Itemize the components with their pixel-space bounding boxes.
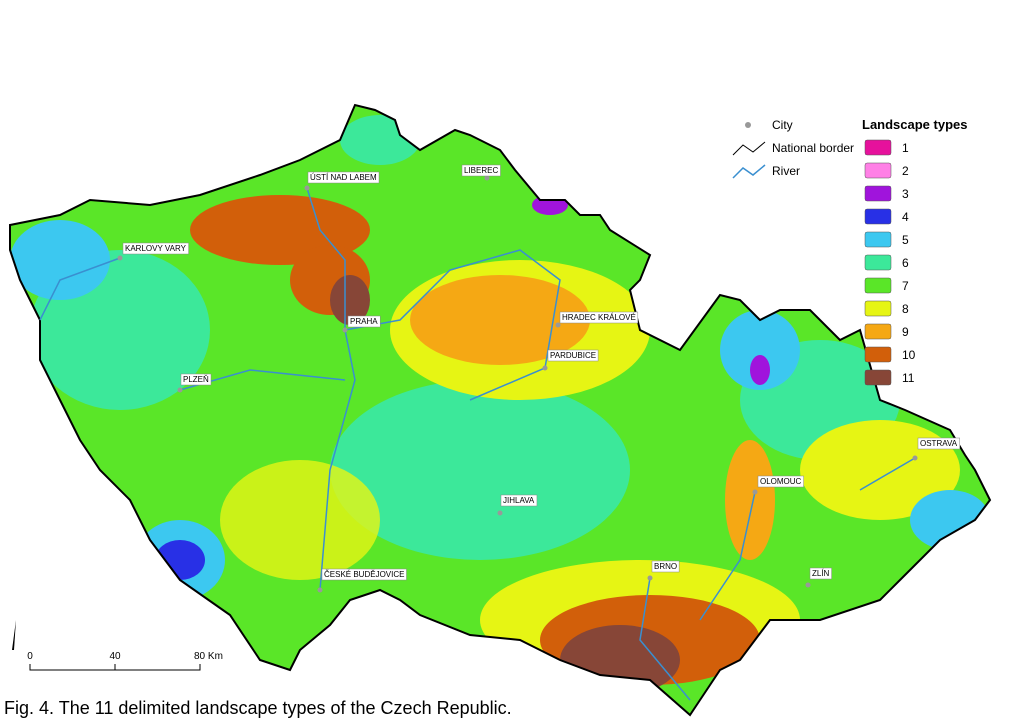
city-label-bg xyxy=(809,567,832,580)
city-label: OSTRAVA xyxy=(920,439,958,448)
city-label: KARLOVY VARY xyxy=(125,244,187,253)
city-label: PLZEŇ xyxy=(183,375,209,384)
legend-label: 7 xyxy=(902,279,909,293)
city-label-bg xyxy=(307,171,380,184)
city-dot xyxy=(177,387,183,393)
legend-label: 1 xyxy=(902,141,909,155)
city-dot xyxy=(912,455,918,461)
legend-label: 4 xyxy=(902,210,909,224)
legend-label: 11 xyxy=(902,371,915,385)
city: PARDUBICE xyxy=(542,349,599,371)
city-dot xyxy=(805,582,811,588)
city: LIBEREC xyxy=(461,164,501,181)
legend-label: 2 xyxy=(902,164,909,178)
legend-label: 5 xyxy=(902,233,909,247)
city-dot xyxy=(542,365,548,371)
city-dot xyxy=(752,489,758,495)
legend-label: 6 xyxy=(902,256,909,270)
scale-label: 0 xyxy=(27,651,33,662)
city-dot xyxy=(647,575,653,581)
legend-label: 3 xyxy=(902,187,909,201)
city-dot xyxy=(497,510,503,516)
legend-swatch xyxy=(864,139,892,156)
city-dot xyxy=(317,587,323,593)
legend-swatch xyxy=(864,369,892,386)
city-label-bg xyxy=(321,568,407,581)
city-label-bg xyxy=(347,315,381,328)
city: PLZEŇ xyxy=(177,373,212,393)
legend-label: 9 xyxy=(902,325,909,339)
legend-swatch xyxy=(864,254,892,271)
city: BRNO xyxy=(647,560,680,581)
city-label: BRNO xyxy=(654,562,677,571)
scale-label: 80 Km xyxy=(194,651,223,662)
border-symbol xyxy=(732,141,766,156)
legend-swatch xyxy=(864,185,892,202)
city: ZLÍN xyxy=(805,567,832,588)
city-label: PRAHA xyxy=(350,317,378,326)
city: ÚSTÍ NAD LABEM xyxy=(304,171,380,191)
city-label: HRADEC KRÁLOVÉ xyxy=(562,313,636,322)
city-label-bg xyxy=(651,560,680,573)
city-dot xyxy=(555,322,561,328)
city: KARLOVY VARY xyxy=(117,242,189,261)
river-symbol xyxy=(732,164,766,179)
city-dot xyxy=(484,175,490,181)
city-label-bg xyxy=(547,349,599,362)
city: OSTRAVA xyxy=(912,437,960,461)
city: OLOMOUC xyxy=(752,475,804,495)
city-label: OLOMOUC xyxy=(760,477,802,486)
symbol-legend: City National border River xyxy=(732,118,854,179)
city: ČESKÉ BUDĚJOVICE xyxy=(317,568,407,593)
legend-label: River xyxy=(772,164,800,178)
legend-label: 10 xyxy=(902,348,916,362)
city-label: LIBEREC xyxy=(464,166,498,175)
city-dot xyxy=(117,255,123,261)
legend-title: Landscape types xyxy=(862,117,968,132)
city-label-bg xyxy=(122,242,189,255)
city-label-bg xyxy=(917,437,960,450)
legend-swatch xyxy=(864,323,892,340)
city-symbol xyxy=(745,122,751,128)
city-label-bg xyxy=(757,475,804,488)
legend-swatch xyxy=(864,300,892,317)
city-dot xyxy=(342,327,348,333)
legend-swatch xyxy=(864,277,892,294)
landscape-legend: 1 2 3 4 5 6 7 8 9 10 11 xyxy=(864,139,916,386)
legend-swatch xyxy=(864,208,892,225)
city-label-bg xyxy=(559,311,639,324)
city: PRAHA xyxy=(342,315,381,333)
legend-label: 8 xyxy=(902,302,909,316)
scale-label: 40 xyxy=(109,651,121,662)
city-label: ČESKÉ BUDĚJOVICE xyxy=(324,570,404,579)
legend-swatch xyxy=(864,162,892,179)
city-label-bg xyxy=(500,494,538,507)
legend-label: City xyxy=(772,118,793,132)
scale-bar: 0 40 80 Km xyxy=(12,620,223,671)
city-dot xyxy=(304,185,310,191)
legend-swatch xyxy=(864,231,892,248)
city-label: ZLÍN xyxy=(812,569,830,578)
city-label: ÚSTÍ NAD LABEM xyxy=(310,173,377,182)
city-label: PARDUBICE xyxy=(550,351,596,360)
city-label-bg xyxy=(461,164,501,177)
city: JIHLAVA xyxy=(497,494,538,516)
caption: Fig. 4. The 11 delimited landscape types… xyxy=(4,698,512,718)
city-label-bg xyxy=(180,373,212,386)
legend-swatch xyxy=(864,346,892,363)
city-labels: ÚSTÍ NAD LABEM LIBEREC KARLOVY VARY PRAHA H… xyxy=(117,164,960,593)
city: HRADEC KRÁLOVÉ xyxy=(555,311,639,328)
city-label: JIHLAVA xyxy=(503,496,535,505)
legend-label: National border xyxy=(772,141,854,155)
landscape-raster xyxy=(10,105,990,715)
